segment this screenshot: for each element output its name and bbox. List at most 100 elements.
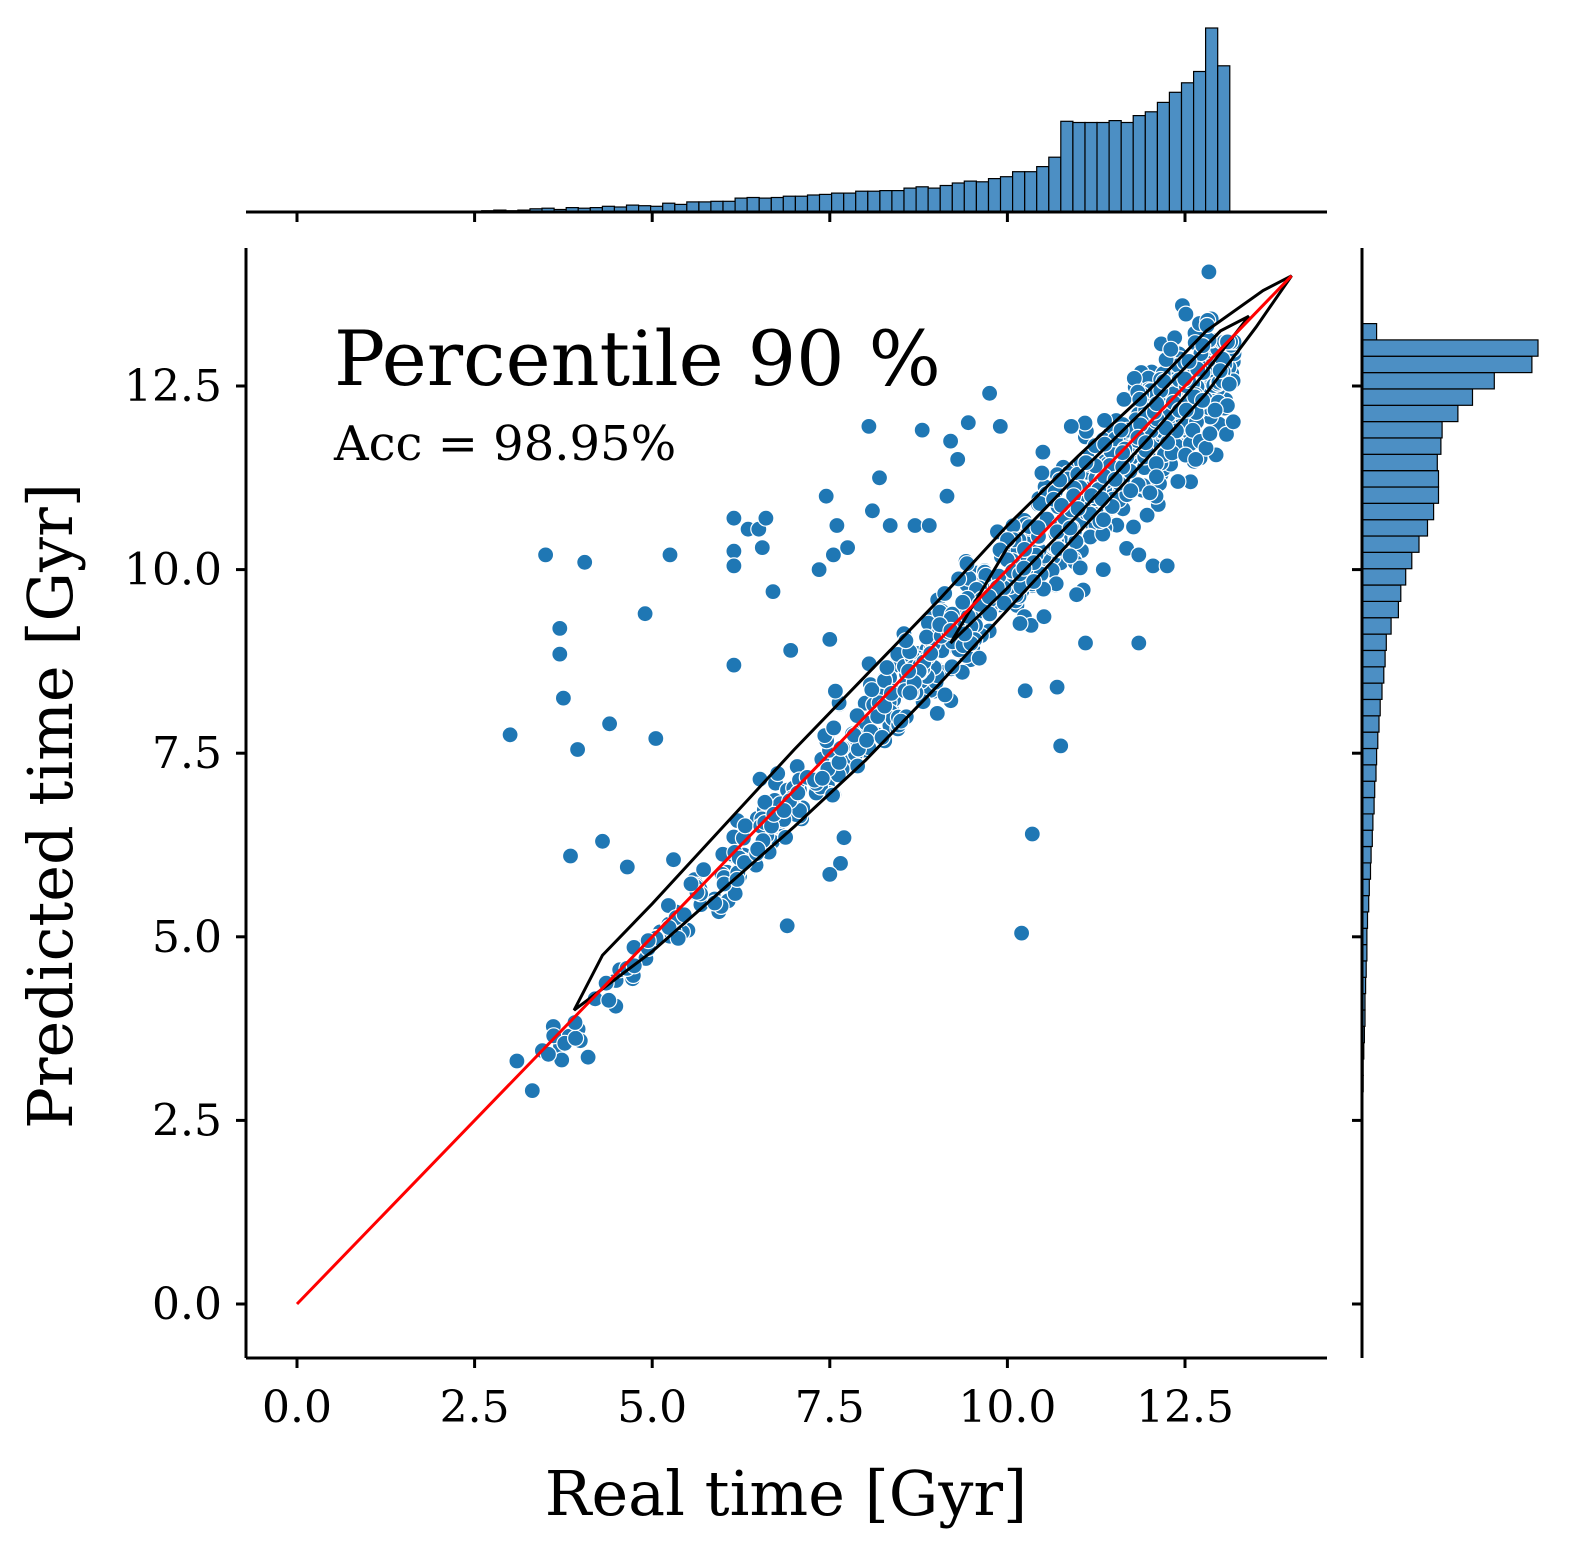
hist-bar — [1361, 633, 1387, 651]
scatter-point — [878, 658, 896, 677]
scatter-point — [782, 641, 800, 660]
scatter-point — [1122, 482, 1140, 500]
scatter-point — [959, 414, 977, 432]
scatter-point — [821, 630, 839, 649]
scatter-point — [1061, 547, 1079, 565]
scatter-point — [736, 817, 754, 835]
scatter-point — [625, 938, 643, 957]
scatter-point — [508, 1052, 526, 1070]
scatter-point — [1138, 506, 1156, 524]
x-tick-label: 2.5 — [440, 1382, 510, 1433]
scatter-point — [1200, 263, 1218, 281]
scatter-point — [928, 704, 946, 723]
scatter-point — [913, 421, 931, 439]
hist-bar — [1361, 649, 1386, 668]
percentile-annotation: Percentile 90 % — [334, 314, 941, 403]
scatter-point — [870, 469, 889, 487]
hist-bar — [1361, 355, 1533, 374]
scatter-point — [1141, 484, 1159, 502]
scatter-point — [1012, 924, 1031, 942]
scatter-point — [776, 828, 795, 847]
hist-bar — [879, 190, 893, 213]
scatter-point — [830, 753, 848, 772]
hist-bar — [891, 190, 905, 213]
scatter-point — [980, 384, 999, 402]
x-tick-label: 0.0 — [262, 1382, 332, 1433]
scatter-point — [1015, 540, 1034, 559]
scatter-point — [725, 656, 743, 674]
scatter-point — [863, 681, 881, 699]
scatter-point — [1094, 560, 1112, 579]
hist-bar — [963, 180, 977, 213]
scatter-point — [1052, 496, 1071, 514]
hist-bar — [1011, 171, 1026, 213]
hist-bar — [686, 201, 700, 213]
hist-bar — [951, 182, 965, 213]
x-axis-label: Real time [Gyr] — [545, 1457, 1027, 1530]
hist-bar — [975, 181, 990, 213]
hist-bar — [1108, 119, 1122, 213]
hist-bar — [770, 196, 784, 213]
hist-bar — [1144, 111, 1159, 213]
scatter-point — [863, 502, 882, 520]
hist-bar — [806, 194, 821, 213]
hist-bar — [903, 187, 917, 213]
scatter-point — [1158, 557, 1176, 575]
hist-bar — [1361, 764, 1377, 782]
hist-bar — [987, 178, 1002, 213]
scatter-point — [980, 588, 998, 606]
y-tick-label: 2.5 — [152, 1095, 222, 1146]
hist-bar — [1048, 156, 1062, 213]
y-axis-label: Predicted time [Gyr] — [14, 483, 87, 1129]
scatter-point — [991, 417, 1009, 435]
scatter-point — [906, 516, 924, 535]
reference-line — [295, 274, 1293, 1306]
scatter-point — [551, 645, 569, 663]
hist-bar — [1361, 421, 1443, 439]
scatter-point — [1193, 391, 1212, 409]
axes — [244, 210, 1364, 1360]
hist-bar — [1204, 27, 1219, 213]
hist-bar — [927, 187, 941, 213]
hist-bar — [855, 190, 869, 213]
hist-bar — [1217, 65, 1231, 213]
scatter-point — [1177, 305, 1195, 323]
scatter-point — [523, 1081, 541, 1100]
hist-bar — [939, 184, 953, 213]
scatter-point — [1096, 435, 1114, 453]
accuracy-annotation: Acc = 98.95% — [333, 416, 676, 472]
scatter-point — [813, 769, 831, 787]
hist-bar — [710, 200, 724, 213]
scatter-point — [943, 658, 961, 676]
scatter-point — [576, 553, 594, 571]
scatter-point — [561, 847, 580, 865]
scatter-point — [778, 917, 796, 935]
hist-bar — [746, 196, 760, 213]
scatter-point — [1106, 470, 1124, 488]
scatter-point — [922, 644, 940, 663]
hist-bar — [1361, 551, 1413, 570]
hist-bar — [1361, 780, 1376, 799]
scatter-point — [1048, 678, 1066, 696]
hist-bar — [1120, 121, 1134, 213]
scatter-point — [917, 628, 936, 646]
hist-bar — [1361, 388, 1474, 406]
scatter-point — [566, 1029, 585, 1047]
hist-bar — [1361, 584, 1402, 602]
scatter-point — [753, 538, 771, 557]
scatter-point — [725, 509, 743, 527]
hist-bar — [1084, 121, 1098, 213]
scatter-point — [579, 1048, 597, 1066]
scatter-point — [659, 896, 678, 915]
scatter-point — [694, 860, 713, 879]
scatter-point — [835, 829, 853, 847]
top-marginal-histogram — [481, 27, 1243, 213]
scatter-point — [1016, 682, 1034, 700]
scatter-point — [756, 793, 774, 811]
hist-bar — [1168, 91, 1183, 213]
hist-bar — [1361, 486, 1440, 504]
scatter-point — [664, 851, 683, 869]
hist-bar — [1180, 82, 1195, 213]
contour-inner — [949, 314, 1251, 645]
scatter-point — [1052, 737, 1070, 755]
